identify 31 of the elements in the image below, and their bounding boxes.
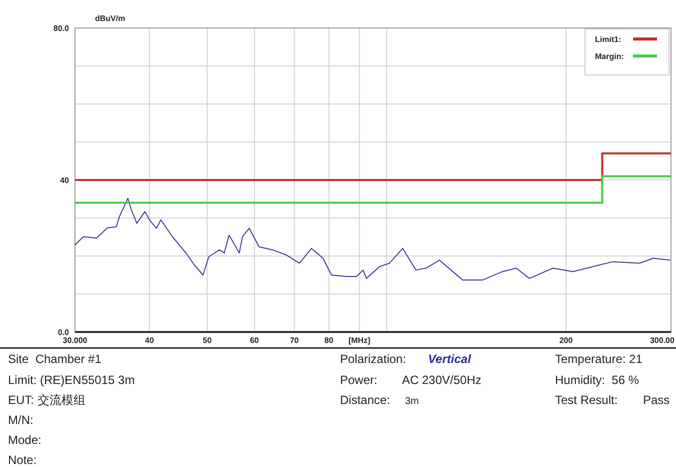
x-tick-label: 40 [145, 336, 154, 345]
x-tick-label: 70 [290, 336, 300, 345]
text: Temperature: 21 [555, 352, 643, 366]
x-tick-label: 60 [250, 336, 260, 345]
text: Polarization: [340, 352, 406, 366]
text: EUT: 交流模组 [8, 393, 86, 407]
legend-label: Margin: [595, 52, 624, 61]
x-tick-label: 300.00 [650, 336, 675, 345]
legend-label: Limit1: [595, 35, 622, 44]
y-axis-title: dBuV/m [95, 14, 126, 23]
y-tick-label: 80.0 [53, 24, 70, 33]
text: AC 230V/50Hz [402, 373, 482, 387]
text: Test Result: [555, 393, 618, 407]
text: 3m [405, 396, 419, 407]
x-tick-label: 200 [559, 336, 574, 345]
text: Mode: [8, 433, 42, 447]
text: Note: [8, 453, 37, 467]
text: Pass [643, 393, 670, 407]
text: M/N: [8, 413, 34, 427]
x-tick-label: 50 [202, 336, 212, 345]
y-tick-label: 0.0 [58, 328, 70, 337]
x-tick-label: 80 [324, 336, 334, 345]
text: Distance: [340, 393, 390, 407]
text: Power: [340, 373, 378, 387]
x-tick-label: 30.000 [62, 336, 88, 345]
text: Site Chamber #1 [8, 352, 102, 366]
y-tick-label: 40 [60, 176, 70, 185]
text: Humidity: 56 % [555, 373, 640, 387]
x-tick-label: [MHz] [348, 336, 371, 345]
text: Vertical [428, 352, 472, 366]
text: Limit: (RE)EN55015 3m [8, 373, 135, 387]
